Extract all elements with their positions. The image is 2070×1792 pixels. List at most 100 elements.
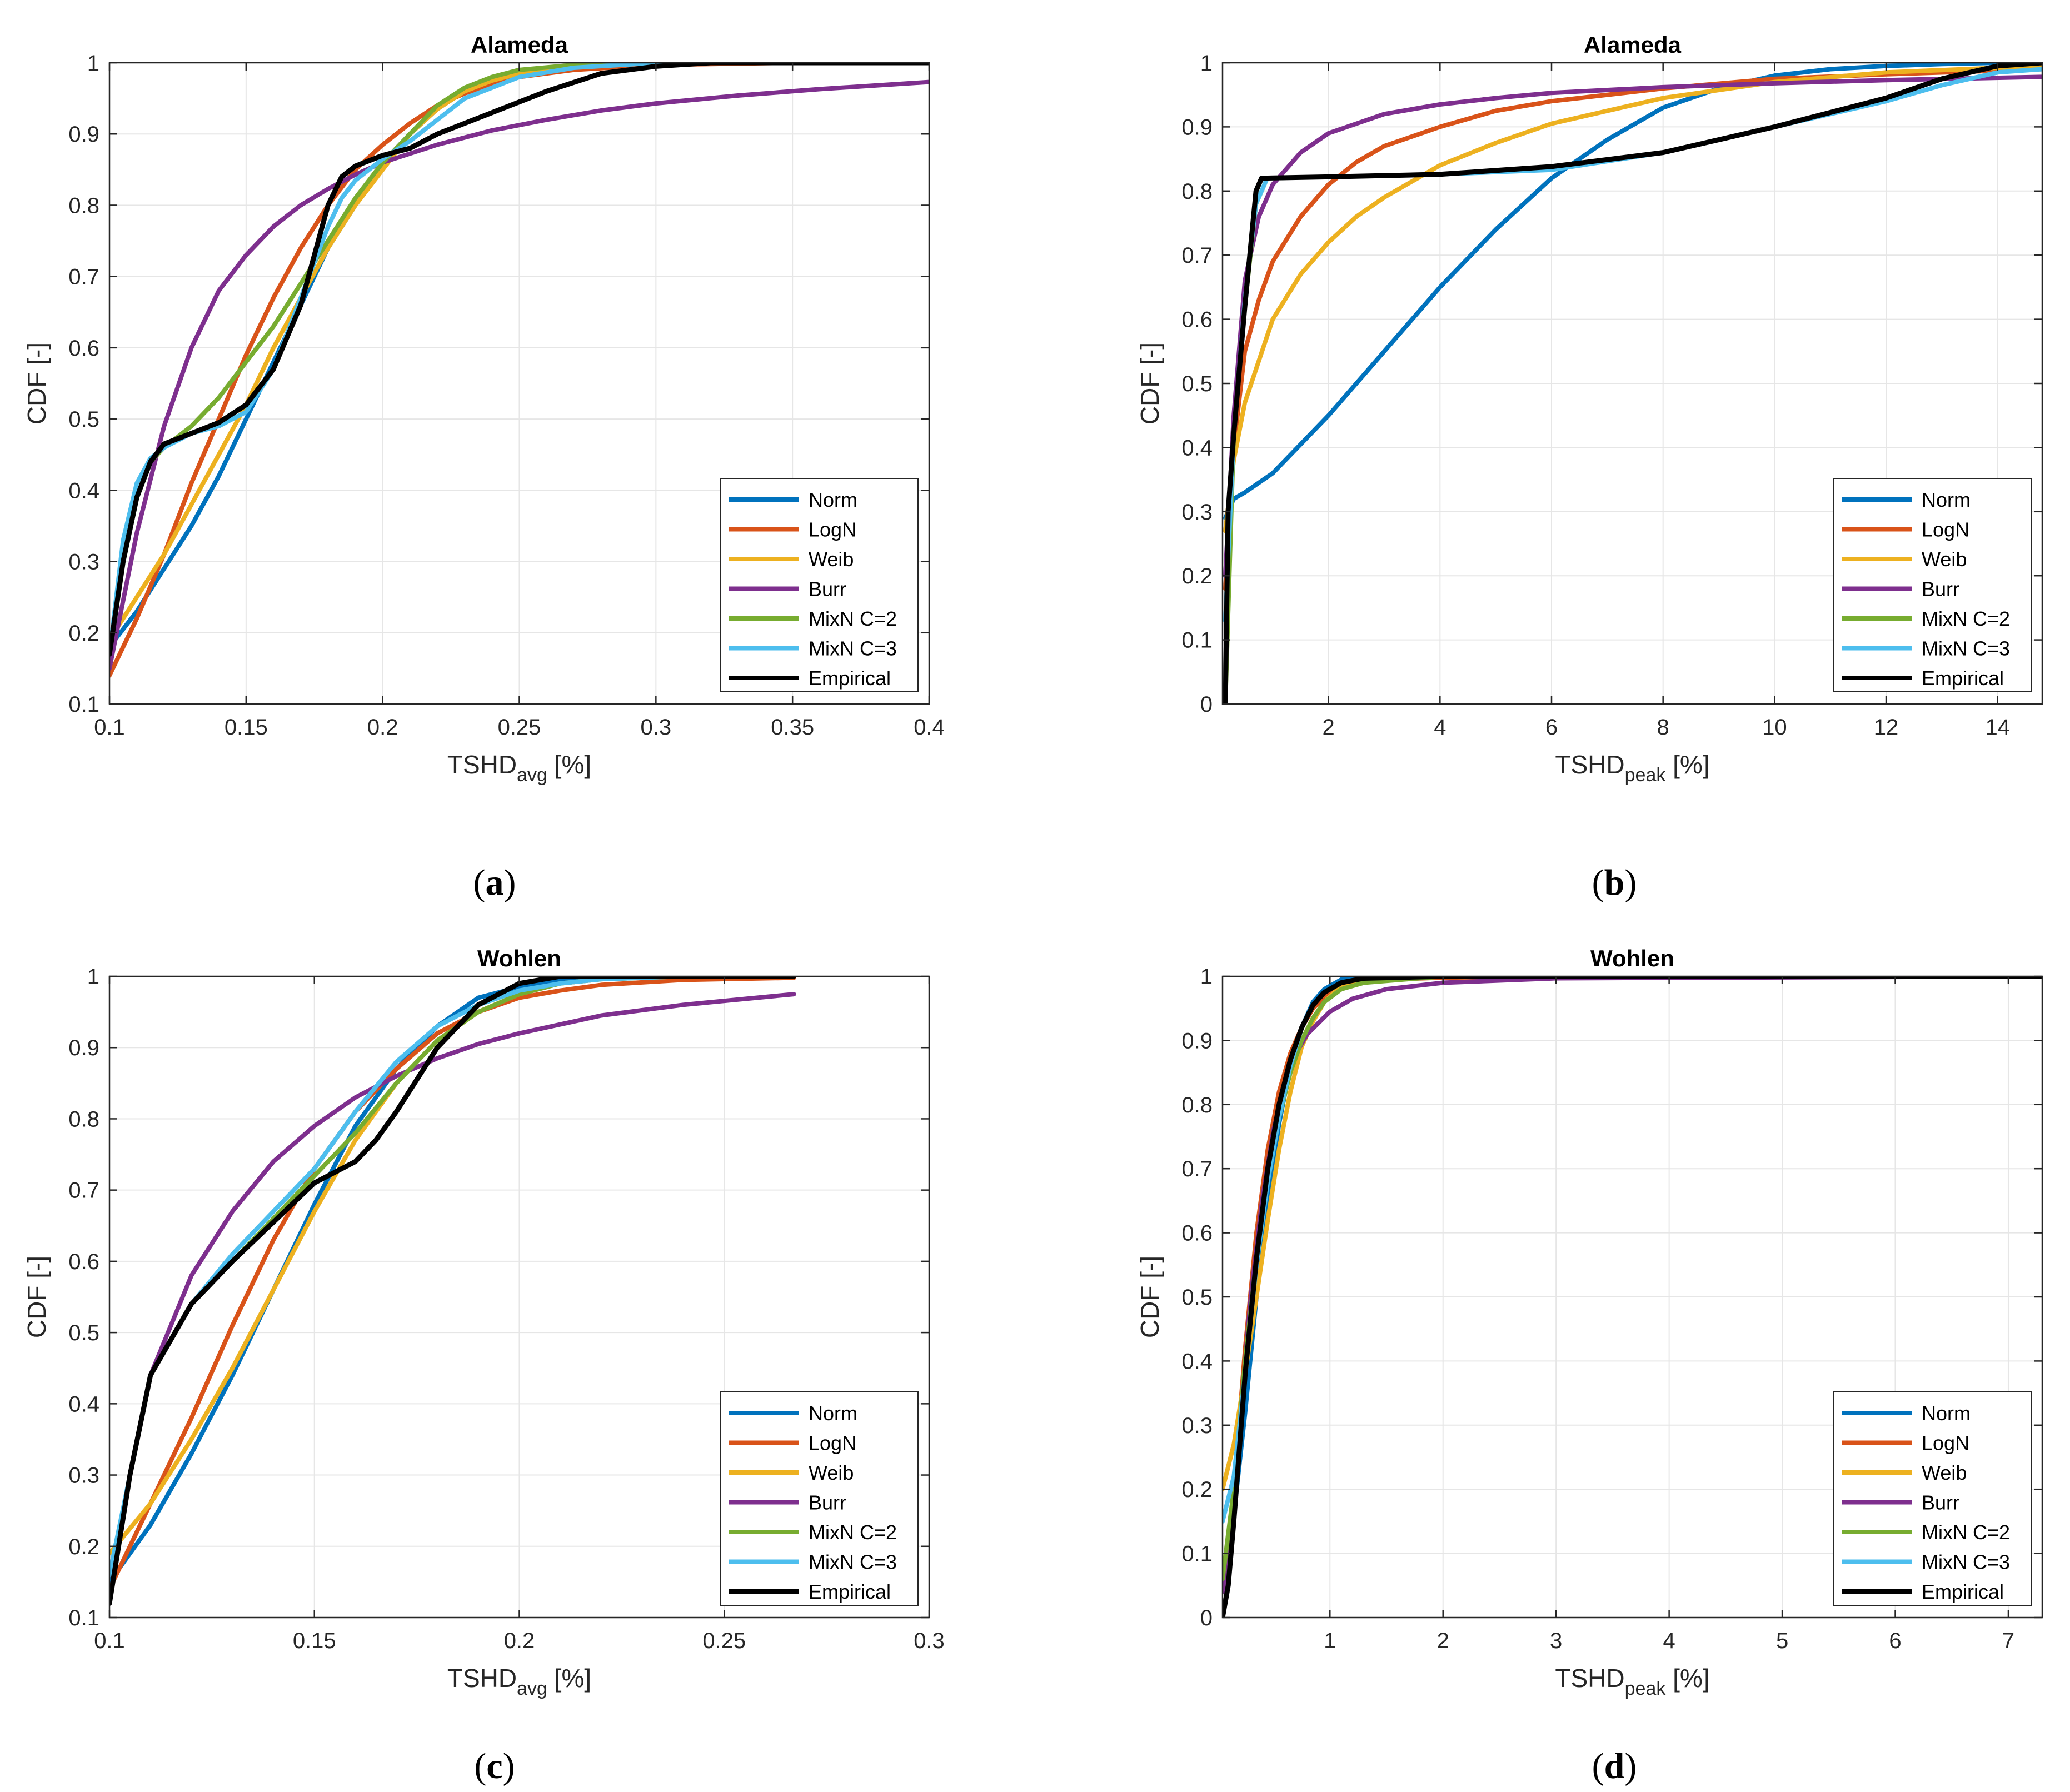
- legend-label: Weib: [1922, 1461, 1967, 1484]
- legend-label: Burr: [809, 1491, 846, 1514]
- x-tick-label: 0.25: [702, 1629, 746, 1653]
- legend-label: LogN: [809, 1432, 856, 1455]
- y-tick-label: 0.2: [1181, 1477, 1213, 1502]
- legend-label: Empirical: [1922, 1580, 2004, 1603]
- x-tick-label: 7: [2002, 1629, 2014, 1653]
- legend-box: [720, 1391, 919, 1606]
- x-axis-label-main: TSHD: [447, 750, 517, 779]
- panel-caption: (a): [473, 862, 516, 903]
- y-tick-label: 1: [1200, 51, 1213, 76]
- series-line-burr: [109, 79, 929, 671]
- legend-label: MixN C=3: [809, 1551, 897, 1574]
- series-group: [1223, 63, 2042, 704]
- legend-label: Burr: [1922, 578, 1959, 601]
- legend: Norm LogN Weib Burr MixN C=2 MixN C=3 Empirica…: [720, 1391, 919, 1606]
- legend-label: Norm: [809, 1402, 857, 1425]
- y-tick-label: 0.9: [68, 1036, 99, 1060]
- x-axis-label-unit: [%]: [1665, 1664, 1709, 1693]
- y-tick-label: 0.6: [1181, 1221, 1213, 1246]
- y-tick-label: 0.2: [68, 621, 99, 646]
- legend-label: LogN: [809, 518, 856, 541]
- y-tick-label: 0.3: [68, 1464, 99, 1488]
- x-tick-label: 12: [1874, 715, 1899, 740]
- y-tick-label: 0.6: [68, 1250, 99, 1274]
- panel-caption: (d): [1592, 1746, 1637, 1786]
- series-line-weib: [109, 63, 929, 642]
- x-axis-label-sub: peak: [1625, 765, 1667, 786]
- x-tick-label: 0.15: [225, 715, 268, 740]
- legend-label: MixN C=2: [1922, 607, 2010, 630]
- series-line-logn: [109, 976, 796, 1591]
- y-tick-label: 0.2: [1181, 564, 1213, 588]
- caption-open: (: [474, 1746, 486, 1786]
- y-tick-label: 0.6: [68, 336, 99, 361]
- series-line-empirical: [109, 63, 929, 657]
- y-tick-label: 0: [1200, 1606, 1213, 1630]
- x-tick-label: 0.25: [498, 715, 541, 740]
- x-tick-label: 0.3: [641, 715, 672, 740]
- caption-close: ): [504, 862, 516, 903]
- y-tick-label: 0.8: [68, 193, 99, 218]
- y-axis-label: CDF [-]: [22, 1256, 51, 1338]
- x-axis-label-unit: [%]: [547, 1664, 591, 1693]
- legend-label: MixN C=2: [809, 1521, 897, 1544]
- x-tick-label: 0.35: [771, 715, 814, 740]
- legend-label: LogN: [1922, 518, 1969, 541]
- x-axis-label-main: TSHD: [447, 1664, 517, 1693]
- plot-title: Alameda: [1584, 32, 1682, 58]
- panel-caption: (c): [474, 1746, 515, 1786]
- x-axis-label-unit: [%]: [1665, 750, 1709, 779]
- y-axis-label: CDF [-]: [22, 342, 51, 425]
- y-tick-label: 0.8: [1181, 179, 1213, 204]
- y-tick-label: 0: [1200, 692, 1213, 717]
- legend-label: Empirical: [809, 667, 891, 690]
- x-axis-label-sub: peak: [1625, 1678, 1667, 1699]
- legend-label: MixN C=3: [1922, 637, 2010, 660]
- caption-open: (: [473, 862, 486, 903]
- y-tick-label: 0.8: [68, 1107, 99, 1131]
- legend-label: Norm: [809, 488, 857, 511]
- x-tick-label: 3: [1550, 1629, 1562, 1653]
- series-group: [1223, 976, 2042, 1618]
- plot-title: Wohlen: [477, 945, 561, 971]
- legend-label: Weib: [1922, 548, 1967, 571]
- x-axis-label: TSHDpeak [%]: [1555, 750, 1709, 786]
- legend-label: Weib: [809, 1461, 854, 1484]
- series-line-empirical: [1223, 976, 2042, 1618]
- plot-title: Alameda: [471, 32, 568, 58]
- y-tick-label: 0.4: [1181, 436, 1213, 460]
- legend-label: Norm: [1922, 1402, 1971, 1425]
- y-tick-label: 0.7: [1181, 243, 1213, 268]
- legend-label: MixN C=2: [809, 607, 897, 630]
- y-tick-label: 0.9: [1181, 1029, 1213, 1053]
- panel-a: 0.1 0.15 0.2 0.25 0.3 0.35 0.4 0.1 0.2 0.3 0.4 0.5 0…: [22, 32, 945, 903]
- caption-letter: c: [486, 1746, 502, 1786]
- y-tick-label: 0.5: [68, 407, 99, 432]
- y-axis-label: CDF [-]: [1135, 1256, 1164, 1338]
- legend-label: Norm: [1922, 488, 1971, 511]
- x-tick-label: 8: [1657, 715, 1669, 740]
- caption-close: ): [1624, 1746, 1637, 1786]
- legend-box: [1833, 478, 2032, 692]
- x-axis-label: TSHDavg [%]: [447, 750, 591, 786]
- x-tick-label: 4: [1663, 1629, 1675, 1653]
- series-line-empirical: [109, 976, 797, 1606]
- x-tick-label: 0.3: [914, 1629, 945, 1653]
- x-tick-label: 6: [1545, 715, 1558, 740]
- y-tick-label: 0.6: [1181, 308, 1213, 332]
- y-tick-label: 0.3: [1181, 500, 1213, 525]
- series-group: [109, 63, 929, 678]
- legend-box: [720, 478, 919, 692]
- legend-label: Empirical: [809, 1580, 891, 1603]
- y-tick-label: 0.2: [68, 1535, 99, 1559]
- panel-c: 0.1 0.15 0.2 0.25 0.3 0.1 0.2 0.3 0.4 0.5 0.6 0.7 0.…: [22, 945, 945, 1786]
- y-tick-label: 0.4: [68, 478, 99, 503]
- x-axis-label-main: TSHD: [1555, 750, 1624, 779]
- y-tick-label: 1: [87, 965, 99, 989]
- legend: Norm LogN Weib Burr MixN C=2 MixN C=3 Empirica…: [720, 478, 919, 692]
- x-axis-label-sub: avg: [517, 1678, 547, 1699]
- y-tick-label: 0.3: [68, 550, 99, 575]
- y-tick-label: 0.9: [68, 122, 99, 147]
- panel-caption: (b): [1592, 862, 1637, 903]
- panel-b: 2 4 6 8 10 12 14 0 0.1 0.2 0.3 0.4 0.5 0.6 0.7 0.8 0.9 1 A…: [1135, 32, 2043, 903]
